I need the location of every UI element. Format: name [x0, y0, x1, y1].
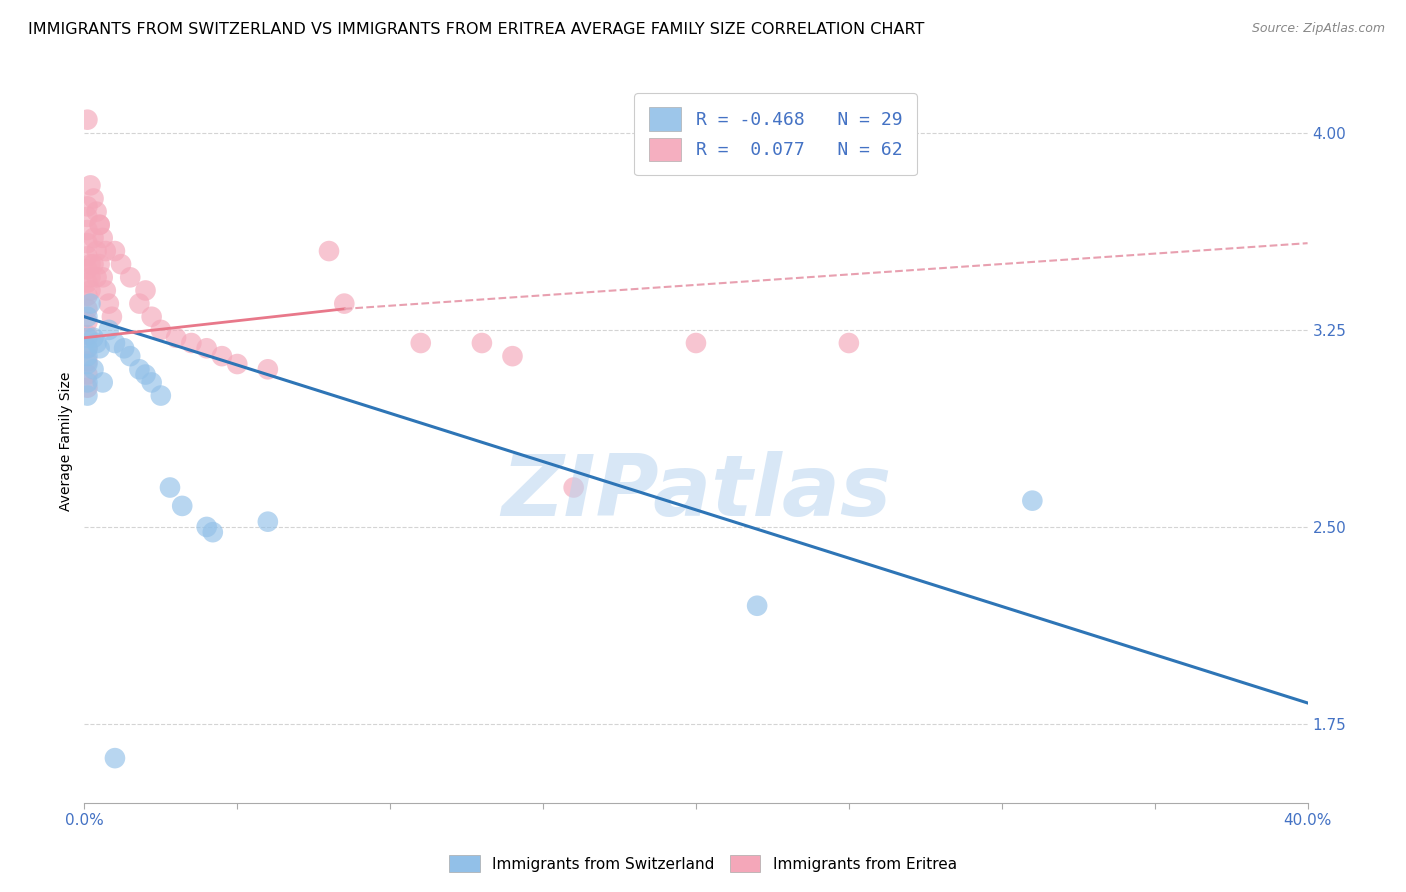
- Point: [172, 499, 194, 513]
- Point: [79, 270, 101, 285]
- Point: [76, 276, 98, 290]
- Legend: Immigrants from Switzerland, Immigrants from Eritrea: Immigrants from Switzerland, Immigrants …: [441, 847, 965, 880]
- Point: [685, 336, 707, 351]
- Point: [79, 178, 101, 193]
- Point: [91, 270, 114, 285]
- Point: [76, 354, 98, 368]
- Point: [76, 210, 98, 224]
- Point: [562, 481, 585, 495]
- Point: [79, 284, 101, 298]
- Point: [165, 331, 187, 345]
- Point: [83, 257, 105, 271]
- Point: [97, 323, 120, 337]
- Point: [257, 362, 280, 376]
- Point: [83, 231, 105, 245]
- Point: [120, 349, 142, 363]
- Text: IMMIGRANTS FROM SWITZERLAND VS IMMIGRANTS FROM ERITREA AVERAGE FAMILY SIZE CORRE: IMMIGRANTS FROM SWITZERLAND VS IMMIGRANT…: [28, 22, 925, 37]
- Point: [94, 244, 117, 258]
- Point: [89, 341, 111, 355]
- Point: [89, 218, 111, 232]
- Point: [112, 341, 135, 355]
- Text: Source: ZipAtlas.com: Source: ZipAtlas.com: [1251, 22, 1385, 36]
- Point: [86, 244, 108, 258]
- Point: [838, 336, 860, 351]
- Point: [76, 388, 98, 402]
- Point: [76, 112, 98, 127]
- Point: [226, 357, 249, 371]
- Point: [141, 310, 163, 324]
- Point: [104, 336, 127, 351]
- Point: [76, 381, 98, 395]
- Point: [76, 341, 98, 355]
- Point: [86, 270, 108, 285]
- Point: [76, 357, 98, 371]
- Point: [141, 376, 163, 390]
- Point: [76, 376, 98, 390]
- Point: [76, 301, 98, 316]
- Point: [502, 349, 524, 363]
- Point: [135, 368, 157, 382]
- Point: [76, 199, 98, 213]
- Y-axis label: Average Family Size: Average Family Size: [59, 372, 73, 511]
- Point: [101, 310, 124, 324]
- Point: [104, 244, 127, 258]
- Point: [149, 323, 172, 337]
- Point: [76, 331, 98, 345]
- Point: [86, 204, 108, 219]
- Point: [195, 520, 218, 534]
- Point: [333, 296, 356, 310]
- Point: [110, 257, 132, 271]
- Point: [83, 192, 105, 206]
- Point: [257, 515, 280, 529]
- Point: [83, 362, 105, 376]
- Point: [149, 388, 172, 402]
- Text: ZIPatlas: ZIPatlas: [501, 450, 891, 533]
- Point: [128, 296, 150, 310]
- Point: [97, 296, 120, 310]
- Point: [318, 244, 340, 258]
- Point: [211, 349, 233, 363]
- Point: [120, 270, 142, 285]
- Point: [76, 349, 98, 363]
- Point: [76, 368, 98, 382]
- Point: [76, 328, 98, 343]
- Point: [1021, 493, 1043, 508]
- Point: [76, 310, 98, 324]
- Point: [76, 236, 98, 251]
- Point: [83, 331, 105, 345]
- Point: [471, 336, 494, 351]
- Point: [201, 525, 224, 540]
- Point: [76, 289, 98, 303]
- Point: [180, 336, 202, 351]
- Point: [159, 481, 181, 495]
- Point: [79, 257, 101, 271]
- Point: [128, 362, 150, 376]
- Point: [79, 296, 101, 310]
- Point: [86, 336, 108, 351]
- Point: [76, 249, 98, 263]
- Point: [76, 262, 98, 277]
- Point: [91, 376, 114, 390]
- Point: [89, 218, 111, 232]
- Point: [91, 231, 114, 245]
- Point: [135, 284, 157, 298]
- Point: [409, 336, 432, 351]
- Point: [104, 751, 127, 765]
- Legend: R = -0.468   N = 29, R =  0.077   N = 62: R = -0.468 N = 29, R = 0.077 N = 62: [634, 93, 917, 176]
- Point: [89, 257, 111, 271]
- Point: [76, 341, 98, 355]
- Point: [94, 284, 117, 298]
- Point: [76, 223, 98, 237]
- Point: [76, 315, 98, 329]
- Point: [747, 599, 769, 613]
- Point: [195, 341, 218, 355]
